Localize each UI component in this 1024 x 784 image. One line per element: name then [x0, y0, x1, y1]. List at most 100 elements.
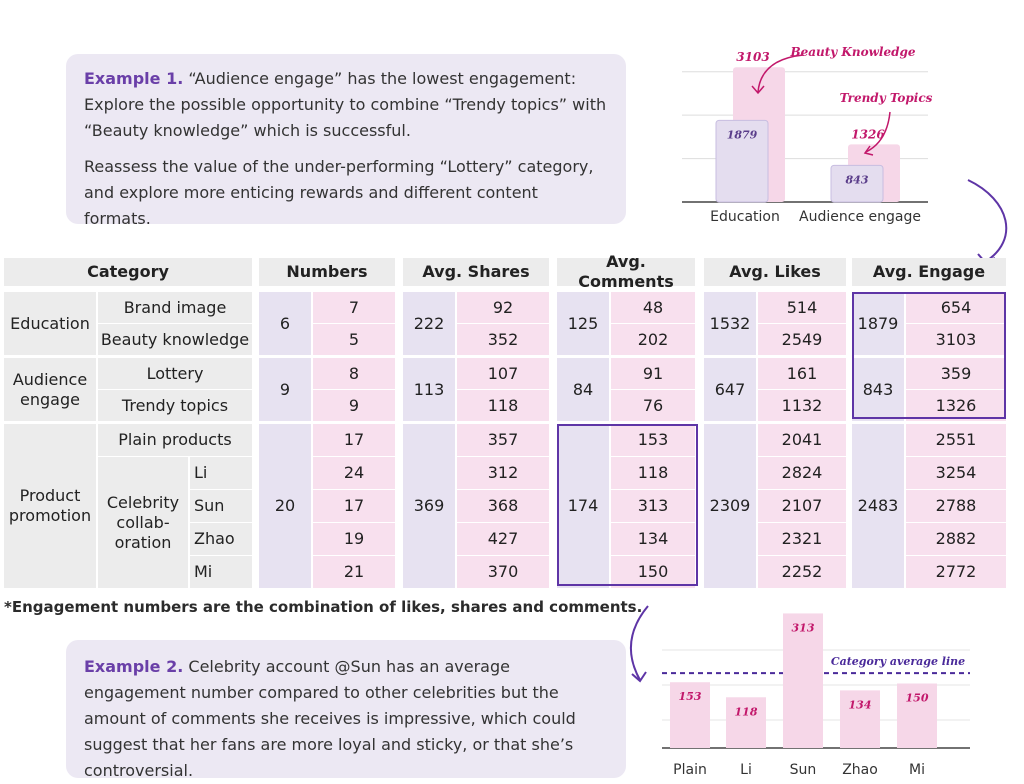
bar-value-label: 3103 [736, 50, 769, 64]
table-cell-engage: 2882 [906, 523, 1006, 555]
group-avg-comments: 174 [557, 424, 609, 588]
example-2-label: Example 2. [84, 657, 184, 676]
example-2-callout: Example 2. Celebrity account @Sun has an… [66, 640, 626, 780]
table-cell-comments: 153 [611, 424, 695, 456]
subcategory-label: Li [190, 457, 252, 489]
bar-value-label: 1879 [727, 128, 758, 141]
bar [783, 613, 823, 748]
group-label: Product promotion [4, 424, 96, 588]
table-cell-numbers: 17 [313, 424, 395, 456]
table-cell-engage: 2772 [906, 556, 1006, 588]
group-avg-shares: 222 [403, 292, 455, 355]
table-cell-shares: 107 [457, 358, 549, 389]
bar-value-label: 313 [792, 621, 815, 634]
example-2-text: Celebrity account @Sun has an average en… [84, 657, 576, 780]
header-avg-likes: Avg. Likes [704, 258, 846, 286]
table-cell-engage: 654 [906, 292, 1006, 323]
x-tick-label: Sun [790, 762, 817, 778]
annotation-arrow [865, 111, 891, 153]
arrowhead-icon [631, 671, 647, 683]
table-cell-engage: 1326 [906, 390, 1006, 421]
table-cell-comments: 48 [611, 292, 695, 323]
subcategory-label: Plain products [98, 424, 252, 456]
table-cell-likes: 2041 [758, 424, 846, 456]
x-tick-label: Zhao [842, 762, 878, 778]
x-tick-label: Education [710, 209, 780, 225]
bar-value-label: 150 [906, 692, 929, 705]
group-avg-comments: 84 [557, 358, 609, 421]
table-cell-shares: 92 [457, 292, 549, 323]
table-cell-shares: 352 [457, 324, 549, 355]
subcategory-label: Zhao [190, 523, 252, 555]
bar [897, 683, 937, 748]
footnote: *Engagement numbers are the combination … [4, 598, 643, 616]
group-avg-likes: 1532 [704, 292, 756, 355]
annotation-label: Trendy Topics [840, 91, 933, 105]
example-1-label: Example 1. [84, 69, 184, 88]
header-category: Category [4, 258, 252, 286]
table-cell-likes: 514 [758, 292, 846, 323]
comments-highlight-frame [557, 424, 698, 586]
header-numbers: Numbers [259, 258, 395, 286]
table-cell-shares: 370 [457, 556, 549, 588]
x-tick-label: Li [740, 762, 752, 778]
header-avg-shares: Avg. Shares [403, 258, 549, 286]
table-cell-shares: 118 [457, 390, 549, 421]
table-cell-shares: 357 [457, 424, 549, 456]
bar-value-label: 1326 [851, 127, 885, 141]
table-cell-shares: 312 [457, 457, 549, 489]
table-cell-engage: 3254 [906, 457, 1006, 489]
highlight-bar [733, 67, 785, 202]
group-label: Education [4, 292, 96, 355]
table-cell-likes: 2824 [758, 457, 846, 489]
group-avg-shares: 113 [403, 358, 455, 421]
category-bar [830, 164, 884, 203]
annotation-arrow [757, 54, 804, 93]
category-bar [715, 119, 769, 203]
table-cell-shares: 368 [457, 490, 549, 522]
bar-value-label: 843 [846, 173, 869, 186]
subcategory-label: Trendy topics [98, 390, 252, 421]
x-tick-label: Audience engage [799, 209, 921, 225]
x-tick-label: Mi [909, 762, 925, 778]
table-cell-numbers: 7 [313, 292, 395, 323]
table-cell-numbers: 19 [313, 523, 395, 555]
annotation-arrowhead [863, 145, 874, 156]
group-avg-numbers: 6 [259, 292, 311, 355]
x-tick-label: Plain [673, 762, 707, 778]
group-label: Audience engage [4, 358, 96, 421]
bar-value-label: 153 [679, 690, 702, 703]
group-avg-comments: 125 [557, 292, 609, 355]
subcategory-label: Mi [190, 556, 252, 588]
table-cell-likes: 2549 [758, 324, 846, 355]
table-cell-numbers: 9 [313, 390, 395, 421]
table-cell-likes: 2321 [758, 523, 846, 555]
table-cell-numbers: 21 [313, 556, 395, 588]
table-cell-comments: 118 [611, 457, 695, 489]
table-cell-likes: 2107 [758, 490, 846, 522]
group-avg-numbers: 20 [259, 424, 311, 588]
table-cell-comments: 134 [611, 523, 695, 555]
group-avg-engage: 843 [852, 358, 904, 421]
subcategory-label: Beauty knowledge [98, 324, 252, 355]
table-cell-numbers: 24 [313, 457, 395, 489]
table-cell-likes: 161 [758, 358, 846, 389]
engage-highlight-frame [852, 292, 1006, 419]
curved-arrow-icon [630, 605, 649, 681]
annotation-arrowhead [751, 85, 765, 95]
table-cell-numbers: 8 [313, 358, 395, 389]
table-cell-comments: 76 [611, 390, 695, 421]
highlight-bar [848, 144, 900, 202]
bar-value-label: 118 [735, 705, 758, 718]
table-cell-engage: 2551 [906, 424, 1006, 456]
table-cell-comments: 202 [611, 324, 695, 355]
annotation-label: Beauty Knowledge [789, 45, 915, 59]
example-1-paragraph: Example 1. “Audience engage” has the low… [84, 66, 608, 144]
bar [670, 682, 710, 748]
table-cell-engage: 3103 [906, 324, 1006, 355]
example-1-text: “Audience engage” has the lowest engagem… [84, 69, 607, 140]
group-avg-likes: 2309 [704, 424, 756, 588]
reference-line-label: Category average line [831, 655, 965, 668]
group-avg-engage: 1879 [852, 292, 904, 355]
header-avg-comments: Avg. Comments [557, 252, 695, 291]
